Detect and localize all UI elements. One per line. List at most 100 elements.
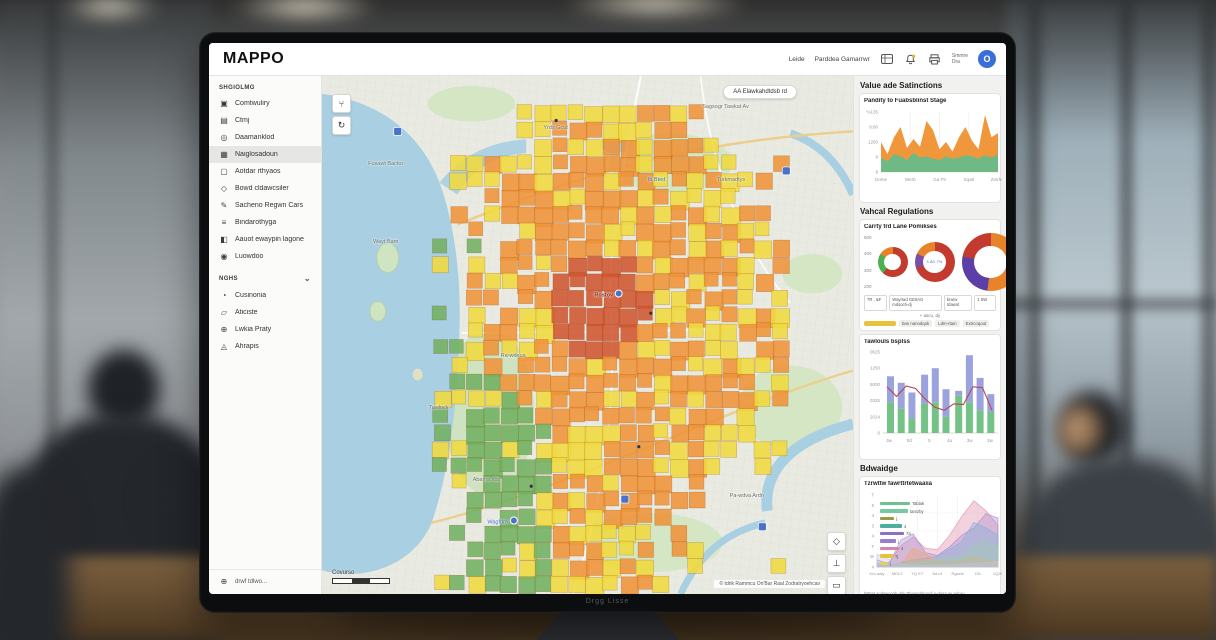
sidebar-item[interactable]: ◔ Cusinonia — [209, 287, 321, 304]
sidebar-item-label: Bindarothyga — [235, 219, 277, 226]
doc-icon: ▱ — [220, 308, 228, 317]
svg-text:0325: 0325 — [870, 398, 881, 403]
sidebar-item-label: Lwkia Praty — [235, 326, 272, 333]
legend-entry: 4 — [880, 524, 924, 529]
legend-label: Extrcoqout — [962, 320, 990, 327]
svg-text:4: 4 — [872, 565, 875, 570]
sidebar-item[interactable]: ▤ Ctmj — [209, 112, 321, 129]
area-chart-title: Pandity to Fuabsblinst Stage — [864, 98, 947, 104]
stat-row: 7R , &F Wayrtad GEttAG mdsoch-dj brarw tda… — [864, 295, 996, 311]
bar-chart-title: Tawlouls bsplss — [864, 339, 910, 345]
sidebar-item[interactable]: ▢ Aotdar rthyaos — [209, 163, 321, 180]
map-label: Fusawt Bactor — [368, 161, 404, 168]
refresh-tool-button[interactable]: ↻ — [332, 116, 351, 135]
sidebar: SHGIOLMG ▣ Comtwuliry ▤ Ctmj ◎ Daamanklod ▦ Nai… — [209, 76, 322, 594]
sidebar-item[interactable]: ✎ Sacheno Regwn Cars — [209, 197, 321, 214]
donut-chart-title: Carrty trd Lane Pomikses — [864, 224, 937, 230]
svg-text:3w: 3w — [967, 438, 974, 443]
multi-area-card: Tzrwttw fawrttrtetwaaiia T 5 4 3 4 T W 4 Kre-aal… — [859, 476, 1003, 594]
pin-button[interactable]: ⊥ — [827, 554, 846, 573]
legend-entry: 7a — [880, 531, 924, 536]
sidebar-item-label: Sacheno Regwn Cars — [235, 202, 304, 209]
panel-header-2: Vahcal Regulations — [860, 207, 934, 216]
sidebar-item[interactable]: ◉ Luowdoo — [209, 248, 321, 265]
sidebar-section-2-label: NGHS — [219, 275, 238, 282]
sidebar-item[interactable]: ⊕ Lwkia Praty — [209, 321, 321, 338]
donut-chart: 1 AC 7% — [914, 242, 955, 282]
sidebar-item[interactable]: ◇ Bowd cldawcsiler — [209, 180, 321, 197]
svg-text:Werb: Werb — [905, 177, 916, 182]
grid-icon[interactable] — [880, 53, 894, 65]
window-mullion — [1122, 0, 1131, 640]
legend-swatch — [880, 524, 902, 528]
svg-text:Rgszte: Rgszte — [951, 571, 964, 576]
sidebar-item-label: Naiglosadoun — [235, 151, 278, 158]
donut-hole — [974, 245, 1006, 279]
svg-text:5: 5 — [928, 438, 931, 443]
map-canvas[interactable]: AA Elawkahdtdsb rd ⑂ ↻ ◇ ⊥ ▭ Fusawt Bact… — [322, 76, 853, 594]
map-label: Ra-wdeua — [500, 352, 526, 359]
sidebar-footer[interactable]: ⊕ drwf tdlwo... — [209, 569, 321, 594]
app-logo: MAPPO — [223, 50, 285, 67]
area-chart: %135 8:90 1250 9 8 Dome Werb Ga F9 Sqatl Zmrhdr — [866, 110, 1005, 183]
svg-text:9: 9 — [875, 155, 878, 160]
chevron-down-icon[interactable]: ⌄ — [303, 274, 311, 283]
map-label: Ib Bted — [647, 176, 666, 183]
map-label: Yrds Gcut — [543, 124, 568, 131]
sidebar-item[interactable]: ▱ Aticiste — [209, 304, 321, 321]
svg-text:1Q2E: 1Q2E — [993, 571, 1002, 576]
svg-text:8: 8 — [875, 170, 878, 175]
donut-note: + ascu, dy — [919, 313, 941, 318]
donut-hole: 1 AC 7% — [923, 250, 946, 274]
sidebar-nav-1: ▣ Comtwuliry ▤ Ctmj ◎ Daamanklod ▦ Naiglosadoun… — [209, 95, 321, 265]
layers-button[interactable]: ▭ — [827, 576, 846, 594]
map-action-button[interactable]: AA Elawkahdtdsb rd — [723, 85, 797, 99]
person-right-face — [1058, 404, 1102, 456]
list-icon: ≡ — [221, 218, 227, 227]
ceiling-light — [60, 0, 160, 20]
sidebar-item-label: Comtwuliry — [235, 100, 270, 107]
sidebar-footer-label: drwf tdlwo... — [235, 578, 268, 585]
sidebar-item[interactable]: ▦ Naiglosadoun — [209, 146, 321, 163]
header-link-2[interactable]: Parddea Gamarrwr — [814, 55, 870, 63]
sidebar-item-label: Daamanklod — [235, 134, 275, 141]
sidebar-item[interactable]: ◬ Ahrapis — [209, 338, 321, 355]
print-icon[interactable] — [928, 53, 942, 65]
sidebar-item[interactable]: ◧ Aauot ewaypin lagone — [209, 231, 321, 248]
stat-box[interactable]: 1 5W — [974, 295, 996, 311]
sidebar-section-2[interactable]: NGHS ⌄ — [219, 274, 321, 283]
svg-text:4: 4 — [872, 534, 875, 539]
target-icon: ◬ — [220, 342, 228, 351]
sidebar-section-1: SHGIOLMG — [219, 85, 255, 91]
svg-text:Kre-aaly: Kre-aaly — [870, 571, 885, 576]
map-label: Sagsogr Tawkat Av — [702, 104, 749, 111]
bell-icon[interactable] — [904, 53, 918, 65]
sidebar-item[interactable]: ≡ Bindarothyga — [209, 214, 321, 231]
multi-area-legend: Tablak tamzby j 4 7a j 4 7j j — [880, 501, 924, 566]
stat-box[interactable]: 7R , &F — [864, 295, 888, 311]
legend-swatch — [864, 321, 896, 326]
legend-entry: j — [880, 539, 924, 544]
sidebar-item[interactable]: ▣ Comtwuliry — [209, 95, 321, 112]
legend-entry: j — [880, 516, 924, 521]
svg-text:T: T — [871, 493, 874, 498]
stat-box[interactable]: brarw tdawot — [943, 295, 973, 311]
globe-icon: ◎ — [220, 133, 228, 142]
header-link-1[interactable]: Leide — [788, 55, 805, 63]
draw-tool-button[interactable]: ⑂ — [332, 94, 351, 113]
sidebar-item[interactable]: ◎ Daamanklod — [209, 129, 321, 146]
locate-button[interactable]: ◇ — [827, 532, 846, 551]
legend-label: j — [890, 561, 891, 566]
window-mullion — [1204, 0, 1213, 640]
sidebar-item-label: Luowdoo — [235, 253, 264, 260]
header-meta: Smmre Dra — [951, 53, 968, 65]
donut-chart-card: Carrty trd Lane Pomikses 500 400 300 200 1 … — [859, 219, 1006, 331]
svg-text:DD: DD — [975, 571, 981, 576]
legend-label: tamzby — [910, 508, 924, 514]
map-label: Tawlnck — [429, 404, 449, 411]
svg-text:W: W — [870, 554, 875, 559]
stat-box[interactable]: Wayrtad GEttAG mdsoch-dj — [889, 295, 942, 311]
sidebar-item-label: Aotdar rthyaos — [235, 168, 281, 175]
avatar[interactable]: O — [978, 50, 996, 68]
svg-text:Sqatl: Sqatl — [964, 177, 974, 182]
